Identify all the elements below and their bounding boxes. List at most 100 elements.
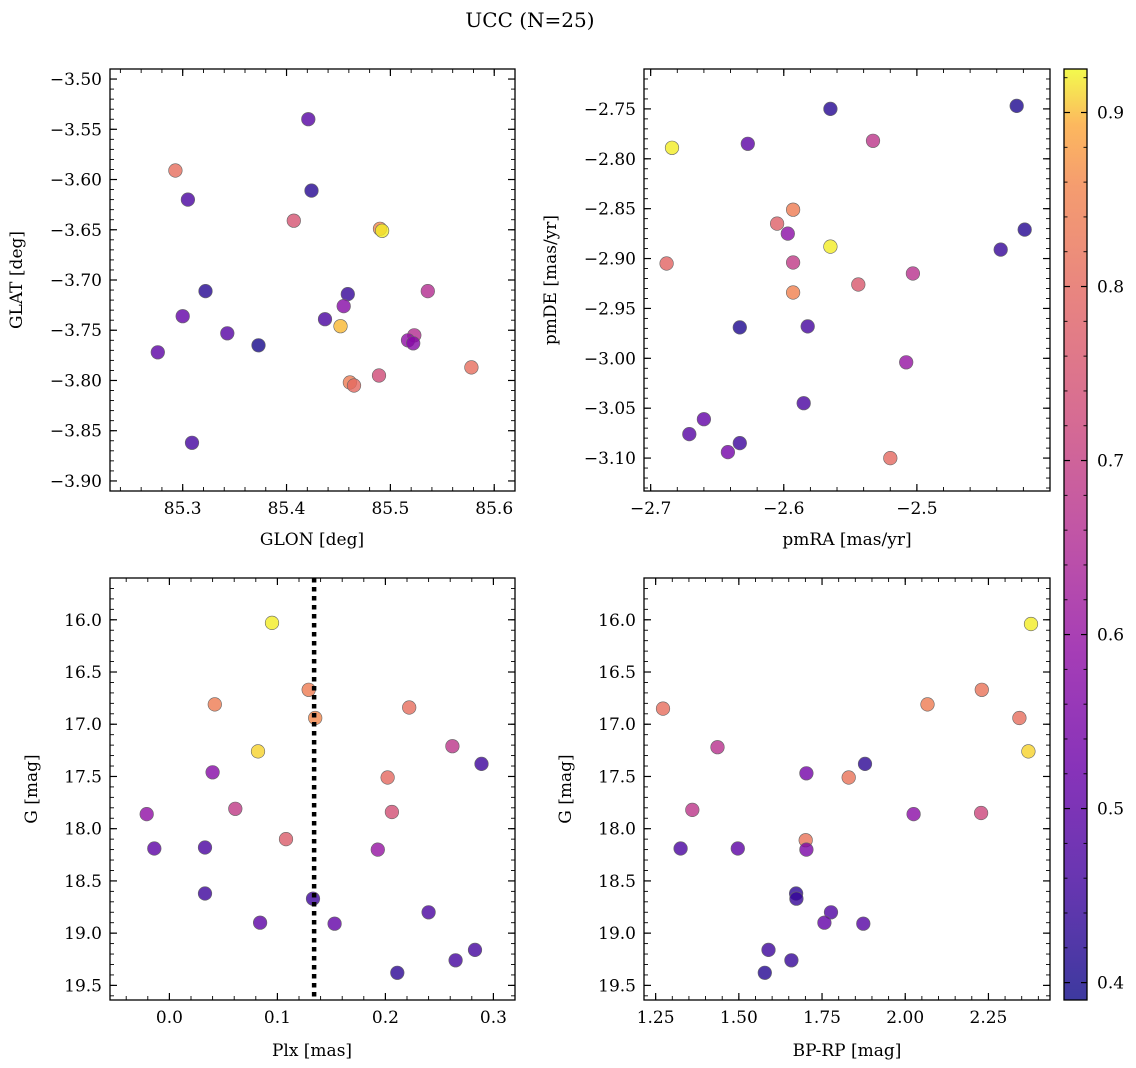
data-point [732,320,747,335]
x-tick-label: 0.0 [156,1008,183,1028]
data-point [464,360,479,375]
data-point [796,396,811,411]
data-point [974,682,989,697]
data-point [420,284,435,299]
y-tick-label: −3.80 [50,371,102,391]
data-point [421,905,436,920]
x-tick-label: 2.25 [970,1008,1008,1028]
data-point [253,915,268,930]
data-point [757,965,772,980]
data-point [286,213,301,228]
data-point [1017,222,1032,237]
y-tick-label: 16.0 [64,611,102,631]
data-point [1021,744,1036,759]
y-tick-label: 17.0 [64,715,102,735]
data-point [784,953,799,968]
y-tick-label: 17.5 [598,767,636,787]
y-tick-label: −3.90 [50,472,102,492]
y-tick-label: −2.95 [584,299,636,319]
data-point [390,965,405,980]
y-axis-label: G [mag] [556,754,576,823]
data-point [445,739,460,754]
data-point [304,183,319,198]
y-axis-label: GLAT [deg] [7,231,27,329]
y-tick-label: −3.00 [584,349,636,369]
axes-frame [109,68,516,492]
data-point [785,202,801,217]
data-point [1023,616,1039,632]
data-point [370,842,385,857]
x-tick-label: 85.4 [268,499,306,519]
x-tick-label: 0.3 [480,1008,507,1028]
data-point [785,285,801,300]
points-group [659,98,1032,466]
data-point [857,756,873,772]
data-point [197,886,213,901]
data-point [1012,710,1027,726]
data-point [139,806,154,822]
data-point [920,697,935,712]
data-point [150,345,165,360]
x-tick-label: −2.7 [630,499,671,519]
data-point [184,435,200,450]
axes-frame [643,68,1051,492]
data-point [799,766,814,781]
data-point [402,700,417,715]
data-point [740,136,755,151]
axes-frame [643,577,1051,1001]
y-tick-label: 19.5 [64,976,102,996]
y-tick-label: −2.90 [584,250,636,270]
y-tick-label: −3.85 [50,422,102,442]
colorbar-tick-label: 0.4 [1097,974,1124,994]
panel-bprp-g: 1.25 1.50 1.75 2.00 2.25 16.0 16.5 17.0 17.5 18.0… [556,577,1051,1061]
x-tick-label: −2.5 [896,499,937,519]
data-point [228,801,243,816]
data-point [761,942,776,958]
y-tick-label: −3.75 [50,321,102,341]
data-point [685,802,700,818]
data-point [823,239,838,254]
axes-frame [109,577,516,1001]
y-tick-label: 19.0 [64,924,102,944]
data-point [301,112,316,127]
data-point [732,436,747,451]
data-point [710,740,725,755]
data-point [800,319,815,334]
data-point [789,891,804,906]
y-tick-label: 18.5 [598,872,636,892]
data-point [375,223,390,238]
y-tick-label: −2.85 [584,200,636,220]
data-point [380,770,395,785]
data-point [340,287,355,302]
data-point [905,266,921,281]
figure-title: UCC (N=25) [465,8,594,32]
data-point [856,916,871,931]
data-point [205,765,220,780]
x-axis-label: Plx [mas] [272,1041,352,1061]
data-point [720,445,736,460]
y-tick-label: 17.5 [64,767,102,787]
x-tick-label: 0.2 [372,1008,399,1028]
data-point [250,744,266,759]
x-tick-label: 85.6 [475,499,513,519]
data-point [333,319,348,334]
data-point [251,338,266,353]
data-point [769,216,785,231]
y-tick-label: 18.0 [598,820,636,840]
y-axis-label: G [mag] [22,754,42,823]
data-point [785,255,801,270]
colorbar-frame [1063,68,1088,1001]
x-tick-label: −2.6 [763,499,804,519]
data-point [799,842,814,857]
data-point [973,805,989,821]
data-point [220,326,235,341]
y-tick-label: −3.05 [584,399,636,419]
data-point [1009,98,1024,113]
data-point [851,277,866,292]
y-tick-label: −3.60 [50,171,102,191]
data-point [327,916,342,931]
data-point [278,831,294,847]
colorbar-tick-label: 0.6 [1097,626,1124,646]
data-point [817,915,832,930]
data-point [207,697,222,712]
